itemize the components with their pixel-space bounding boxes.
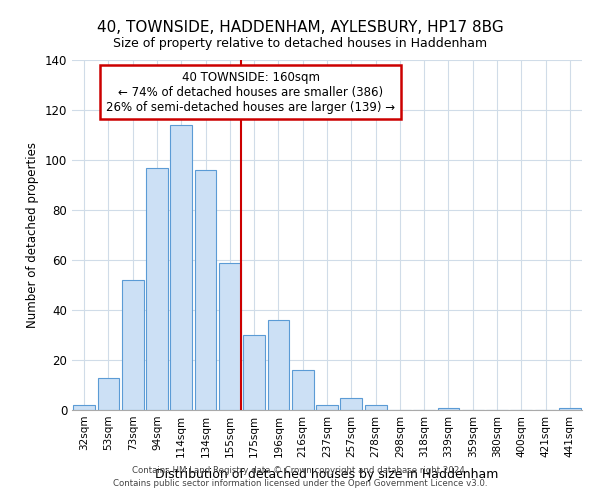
Text: Contains HM Land Registry data © Crown copyright and database right 2024.
Contai: Contains HM Land Registry data © Crown c… (113, 466, 487, 487)
Text: Size of property relative to detached houses in Haddenham: Size of property relative to detached ho… (113, 38, 487, 51)
Text: 40 TOWNSIDE: 160sqm
← 74% of detached houses are smaller (386)
26% of semi-detac: 40 TOWNSIDE: 160sqm ← 74% of detached ho… (106, 70, 395, 114)
Bar (122, 280, 143, 410)
X-axis label: Distribution of detached houses by size in Haddenham: Distribution of detached houses by size … (155, 468, 499, 481)
Bar (170, 125, 192, 410)
Bar (437, 408, 460, 410)
Bar (268, 320, 289, 410)
Bar (243, 335, 265, 410)
Bar (559, 408, 581, 410)
Bar (340, 398, 362, 410)
Bar (365, 405, 386, 410)
Y-axis label: Number of detached properties: Number of detached properties (26, 142, 39, 328)
Bar (292, 370, 314, 410)
Bar (316, 405, 338, 410)
Bar (97, 378, 119, 410)
Bar (194, 170, 217, 410)
Bar (219, 262, 241, 410)
Bar (73, 405, 95, 410)
Text: 40, TOWNSIDE, HADDENHAM, AYLESBURY, HP17 8BG: 40, TOWNSIDE, HADDENHAM, AYLESBURY, HP17… (97, 20, 503, 35)
Bar (146, 168, 168, 410)
